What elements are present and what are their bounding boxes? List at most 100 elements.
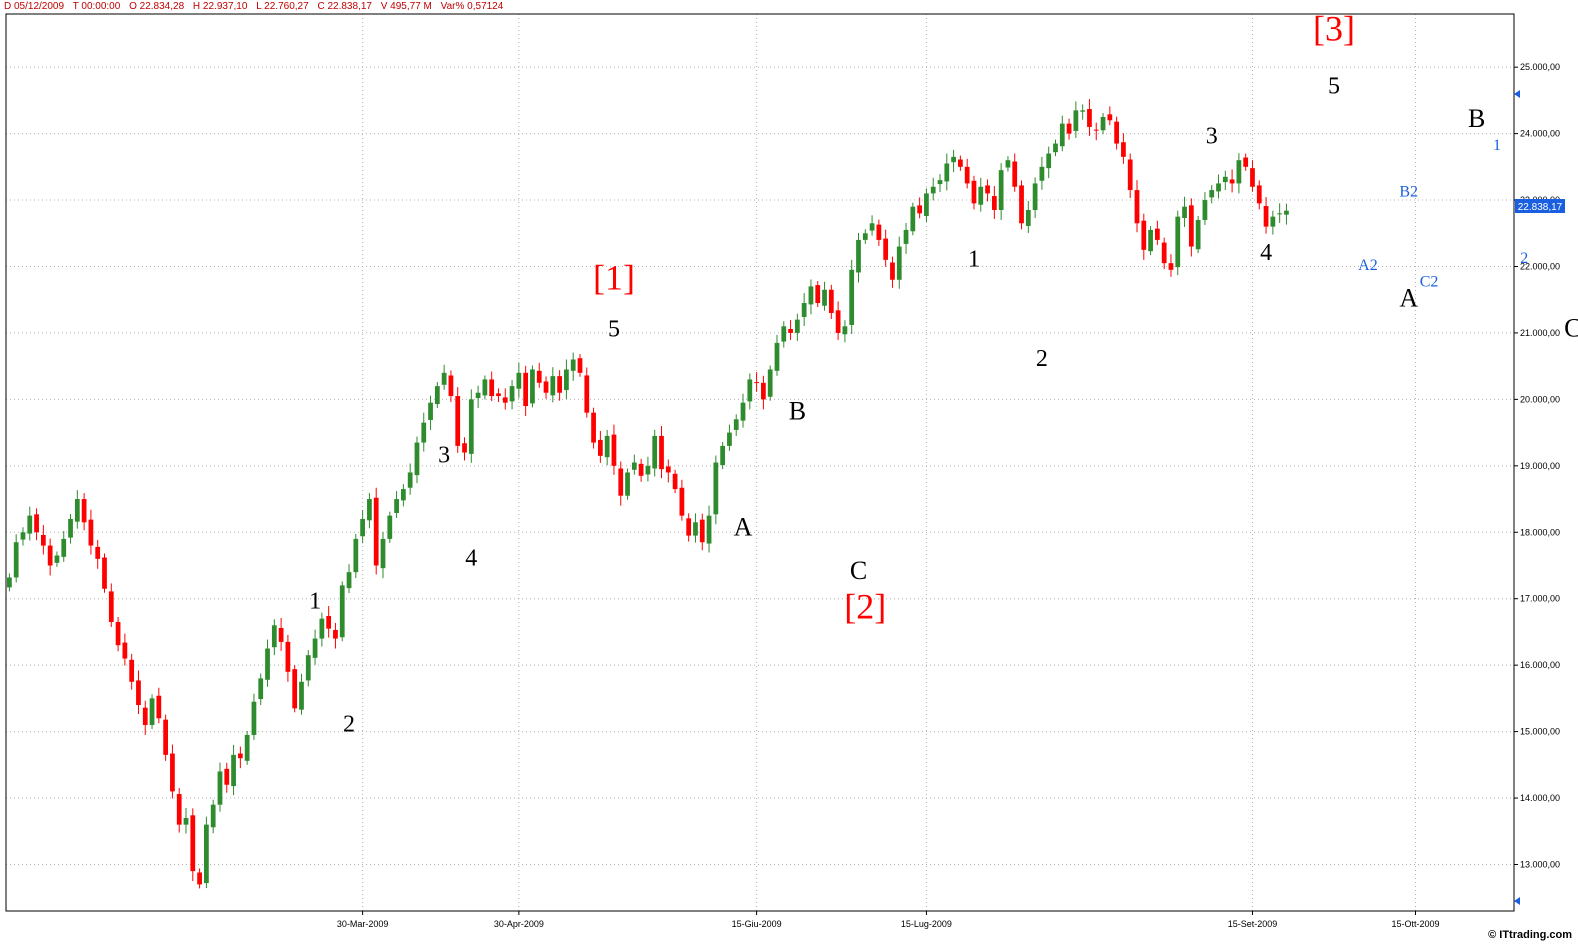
candle-body xyxy=(604,435,610,458)
candle-body xyxy=(448,375,454,397)
price-tag-text: 22.838,17 xyxy=(1518,202,1563,213)
candle-body xyxy=(890,262,895,280)
candle-body xyxy=(1100,116,1106,131)
candle-body xyxy=(339,585,345,638)
candle-body xyxy=(204,824,209,884)
candle-body xyxy=(631,462,637,470)
header-date: D 05/12/2009 xyxy=(4,1,65,12)
candle-body xyxy=(482,379,488,396)
candle-body xyxy=(81,499,87,523)
plot-frame xyxy=(5,13,1515,912)
candle-body xyxy=(713,462,719,515)
candle-body xyxy=(536,370,542,383)
candle-body xyxy=(489,379,495,397)
candle-body xyxy=(842,326,848,335)
candle-body xyxy=(1209,190,1215,198)
candle-body xyxy=(672,473,678,490)
candle-body xyxy=(998,170,1004,211)
candle-body xyxy=(896,246,902,280)
candle-body xyxy=(808,286,814,305)
candle-body xyxy=(801,303,807,317)
candle-body xyxy=(360,518,365,537)
candle-body xyxy=(659,435,664,470)
candle-body xyxy=(20,532,26,540)
candle-body xyxy=(54,555,60,563)
candle-body xyxy=(190,815,196,872)
wave-label: 5 xyxy=(608,316,620,342)
candle-body xyxy=(985,185,990,194)
candle-body xyxy=(1087,109,1092,127)
candle-body xyxy=(937,180,943,185)
y-tick-label: 25.000,00 xyxy=(1520,62,1560,72)
candle-body xyxy=(1188,205,1194,247)
candle-body xyxy=(570,359,576,371)
candle-body xyxy=(1168,263,1174,270)
candle-body xyxy=(1284,210,1289,215)
candle-body xyxy=(686,518,692,536)
y-tick-label: 20.000,00 xyxy=(1520,394,1560,404)
candle-body xyxy=(1161,242,1167,264)
candle-body xyxy=(720,445,726,466)
candle-body xyxy=(326,615,332,629)
candle-body xyxy=(475,392,481,399)
wave-label: A xyxy=(1399,283,1418,312)
candle-body xyxy=(285,641,291,672)
candle-body xyxy=(822,289,827,306)
candle-body xyxy=(1059,123,1065,147)
candle-body xyxy=(1107,114,1113,121)
candle-body xyxy=(543,381,549,393)
candle-body xyxy=(136,680,141,706)
candle-body xyxy=(699,519,705,543)
wave-label: [1] xyxy=(593,258,635,298)
y-tick-label: 22.000,00 xyxy=(1520,261,1560,271)
candle-body xyxy=(1080,110,1086,112)
candle-body xyxy=(108,591,114,622)
candle-body xyxy=(754,382,759,384)
candle-body xyxy=(1066,123,1072,134)
candle-body xyxy=(1073,110,1079,131)
candle-body xyxy=(1256,185,1262,204)
y-tick-label: 17.000,00 xyxy=(1520,594,1560,604)
wave-label: C2 xyxy=(1420,273,1439,290)
candle-body xyxy=(1263,206,1269,227)
candle-body xyxy=(61,538,67,557)
wave-label: [3] xyxy=(1313,9,1355,49)
candle-body xyxy=(781,326,787,342)
candle-body xyxy=(869,223,875,231)
candle-body xyxy=(183,817,189,825)
candle-body xyxy=(265,648,270,680)
wave-label: C? xyxy=(1564,313,1578,342)
candle-body xyxy=(733,419,739,430)
candle-body xyxy=(102,557,107,589)
candle-body xyxy=(964,166,970,184)
candle-body xyxy=(862,233,868,240)
x-tick-label: 15-Set-2009 xyxy=(1228,919,1278,929)
candle-body xyxy=(305,655,311,681)
candle-body xyxy=(292,669,298,709)
candle-body xyxy=(170,753,175,792)
candle-body xyxy=(638,463,644,476)
candle-body xyxy=(1121,142,1126,157)
candle-body xyxy=(1236,160,1242,184)
candle-body xyxy=(1039,166,1045,181)
candle-body xyxy=(1005,160,1011,168)
x-axis: 30-Mar-2009 30-Apr-2009 15-Giu-2009 15-Lug-… xyxy=(337,911,1440,929)
candle-body xyxy=(550,376,556,396)
header-volume: V 495,77 M xyxy=(380,1,432,12)
candle-body xyxy=(373,497,379,566)
candle-body xyxy=(468,399,474,454)
candle-body xyxy=(421,422,427,443)
candle-body xyxy=(591,412,596,443)
candle-body xyxy=(1141,220,1147,250)
candle-body xyxy=(34,514,39,533)
candle-body xyxy=(47,545,53,566)
candle-body xyxy=(367,499,372,521)
candle-body xyxy=(1093,129,1099,131)
candle-body xyxy=(1134,190,1140,224)
x-tick-label: 15-Ott-2009 xyxy=(1391,919,1439,929)
candle-body xyxy=(740,402,746,421)
candle-body xyxy=(68,518,73,538)
wave-label: C xyxy=(850,556,867,585)
candle-body xyxy=(1155,228,1160,240)
